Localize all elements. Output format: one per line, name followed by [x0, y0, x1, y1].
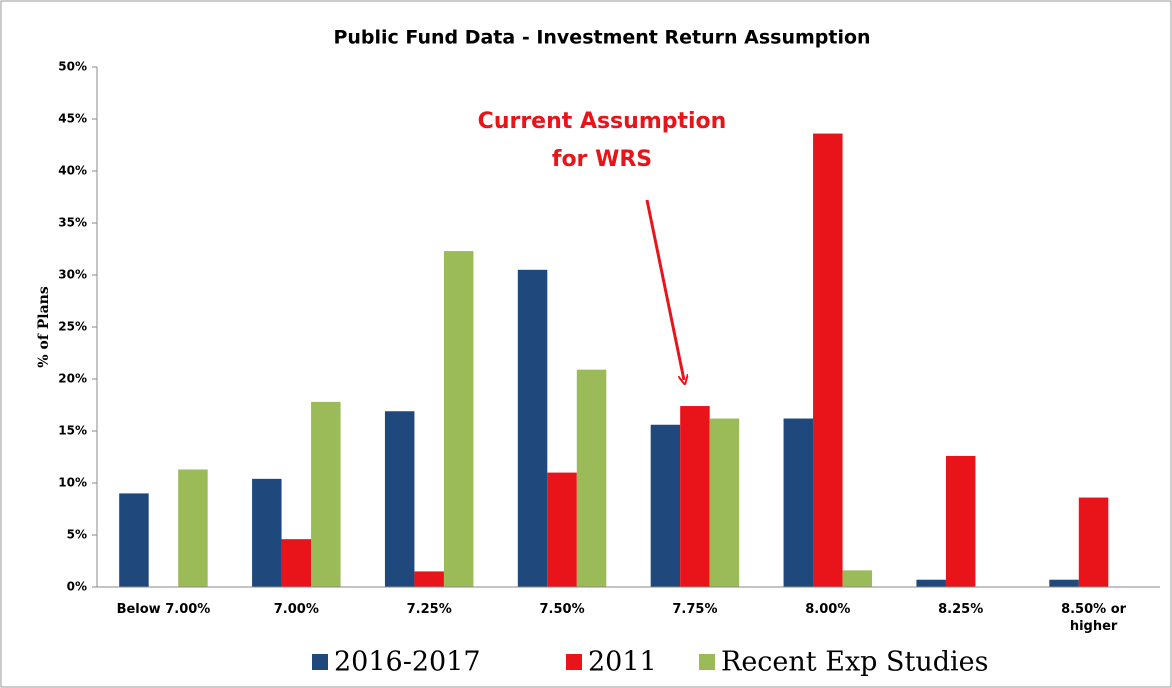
bar — [1078, 497, 1109, 587]
bar — [916, 579, 946, 587]
annotation-arrow — [645, 199, 684, 380]
legend-label: Recent Exp Studies — [721, 647, 989, 678]
bar — [842, 570, 873, 587]
bar — [252, 478, 282, 587]
bar — [650, 424, 681, 587]
annotation: Current Assumption — [478, 109, 727, 134]
bar — [576, 369, 607, 587]
y-tick-label: 25% — [58, 320, 87, 334]
bar — [680, 406, 710, 587]
legend-swatch — [312, 654, 328, 670]
bar — [119, 493, 149, 587]
bar — [945, 455, 976, 587]
x-tick-label: 8.25% — [938, 602, 984, 617]
bar — [443, 251, 474, 587]
y-tick-label: 40% — [58, 164, 87, 178]
x-tick-label: Below 7.00% — [116, 602, 211, 617]
bar — [547, 472, 577, 587]
y-tick-label: 15% — [58, 424, 87, 438]
x-tick-label: 7.75% — [672, 602, 718, 617]
legend-label: 2011 — [588, 647, 657, 678]
y-tick-label: 45% — [58, 112, 87, 126]
y-tick-label: 20% — [58, 372, 87, 386]
bar — [311, 401, 341, 587]
x-tick-label: 7.00% — [273, 602, 319, 617]
bar — [178, 469, 208, 587]
legend-swatch — [699, 654, 715, 670]
bar — [517, 269, 548, 587]
legend-label: 2016-2017 — [334, 647, 481, 678]
chart-title: Public Fund Data - Investment Return Ass… — [333, 27, 870, 49]
y-tick-label: 5% — [67, 528, 87, 542]
bar — [783, 418, 814, 587]
y-tick-label: 30% — [58, 268, 87, 282]
legend-swatch — [566, 654, 582, 670]
x-tick-label: 7.25% — [406, 602, 452, 617]
bar — [384, 411, 415, 587]
bar — [1049, 579, 1079, 587]
bar — [813, 133, 843, 587]
y-tick-label: 35% — [58, 216, 87, 230]
x-tick-label: 8.50% or higher — [1061, 602, 1127, 634]
bar — [414, 571, 444, 587]
annotation: for WRS — [552, 147, 652, 172]
y-tick-label: 0% — [67, 580, 87, 594]
bar — [709, 418, 740, 587]
x-tick-label: 8.00% — [805, 602, 851, 617]
x-tick-label: 7.50% — [539, 602, 585, 617]
y-axis-label: % of Plans — [36, 286, 52, 368]
bar — [281, 539, 312, 587]
y-tick-label: 10% — [58, 476, 87, 490]
y-tick-label: 50% — [58, 60, 87, 74]
